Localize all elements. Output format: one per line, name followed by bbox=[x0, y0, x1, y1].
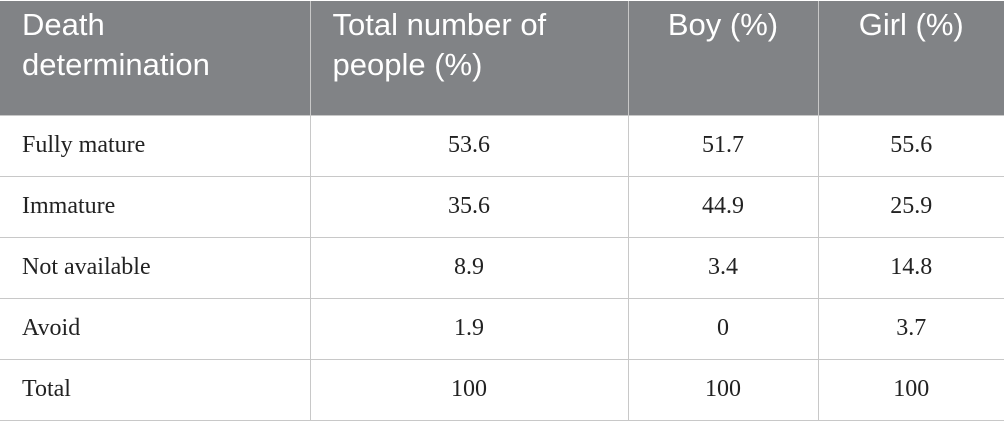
header-cell: Girl (%) bbox=[817, 1, 1004, 115]
table-cell: 100 bbox=[309, 358, 629, 421]
table-row: Avoid 1.9 0 3.7 bbox=[0, 297, 1004, 360]
header-cell: Death determination bbox=[0, 1, 310, 115]
table-cell: 1.9 bbox=[309, 297, 629, 360]
row-label: Fully mature bbox=[0, 114, 311, 177]
table-cell: 3.7 bbox=[817, 297, 1004, 360]
table-cell: 14.8 bbox=[817, 236, 1004, 299]
table-cell: 35.6 bbox=[309, 175, 629, 238]
table-cell: 44.9 bbox=[627, 175, 819, 238]
table-row: Fully mature 53.6 51.7 55.6 bbox=[0, 114, 1004, 177]
table-cell: 51.7 bbox=[627, 114, 819, 177]
table-body: Fully mature 53.6 51.7 55.6 Immature 35.6 44.9… bbox=[0, 114, 1004, 421]
header-cell: Total number of people (%) bbox=[309, 1, 628, 115]
row-label: Total bbox=[0, 358, 311, 421]
table-cell: 53.6 bbox=[309, 114, 629, 177]
row-label: Avoid bbox=[0, 297, 311, 360]
table-cell: 100 bbox=[627, 358, 819, 421]
table-cell: 100 bbox=[817, 358, 1004, 421]
table-row: Immature 35.6 44.9 25.9 bbox=[0, 175, 1004, 238]
table-row: Not available 8.9 3.4 14.8 bbox=[0, 236, 1004, 299]
header-cell: Boy (%) bbox=[627, 1, 818, 115]
data-table: Death determination Total number of peop… bbox=[0, 1, 1004, 421]
table-cell: 8.9 bbox=[309, 236, 629, 299]
table-cell: 3.4 bbox=[627, 236, 819, 299]
table-cell: 25.9 bbox=[817, 175, 1004, 238]
table-cell: 0 bbox=[627, 297, 819, 360]
table-row: Total 100 100 100 bbox=[0, 358, 1004, 421]
header-row: Death determination Total number of peop… bbox=[0, 1, 1004, 115]
table-cell: 55.6 bbox=[817, 114, 1004, 177]
row-label: Not available bbox=[0, 236, 311, 299]
row-label: Immature bbox=[0, 175, 311, 238]
